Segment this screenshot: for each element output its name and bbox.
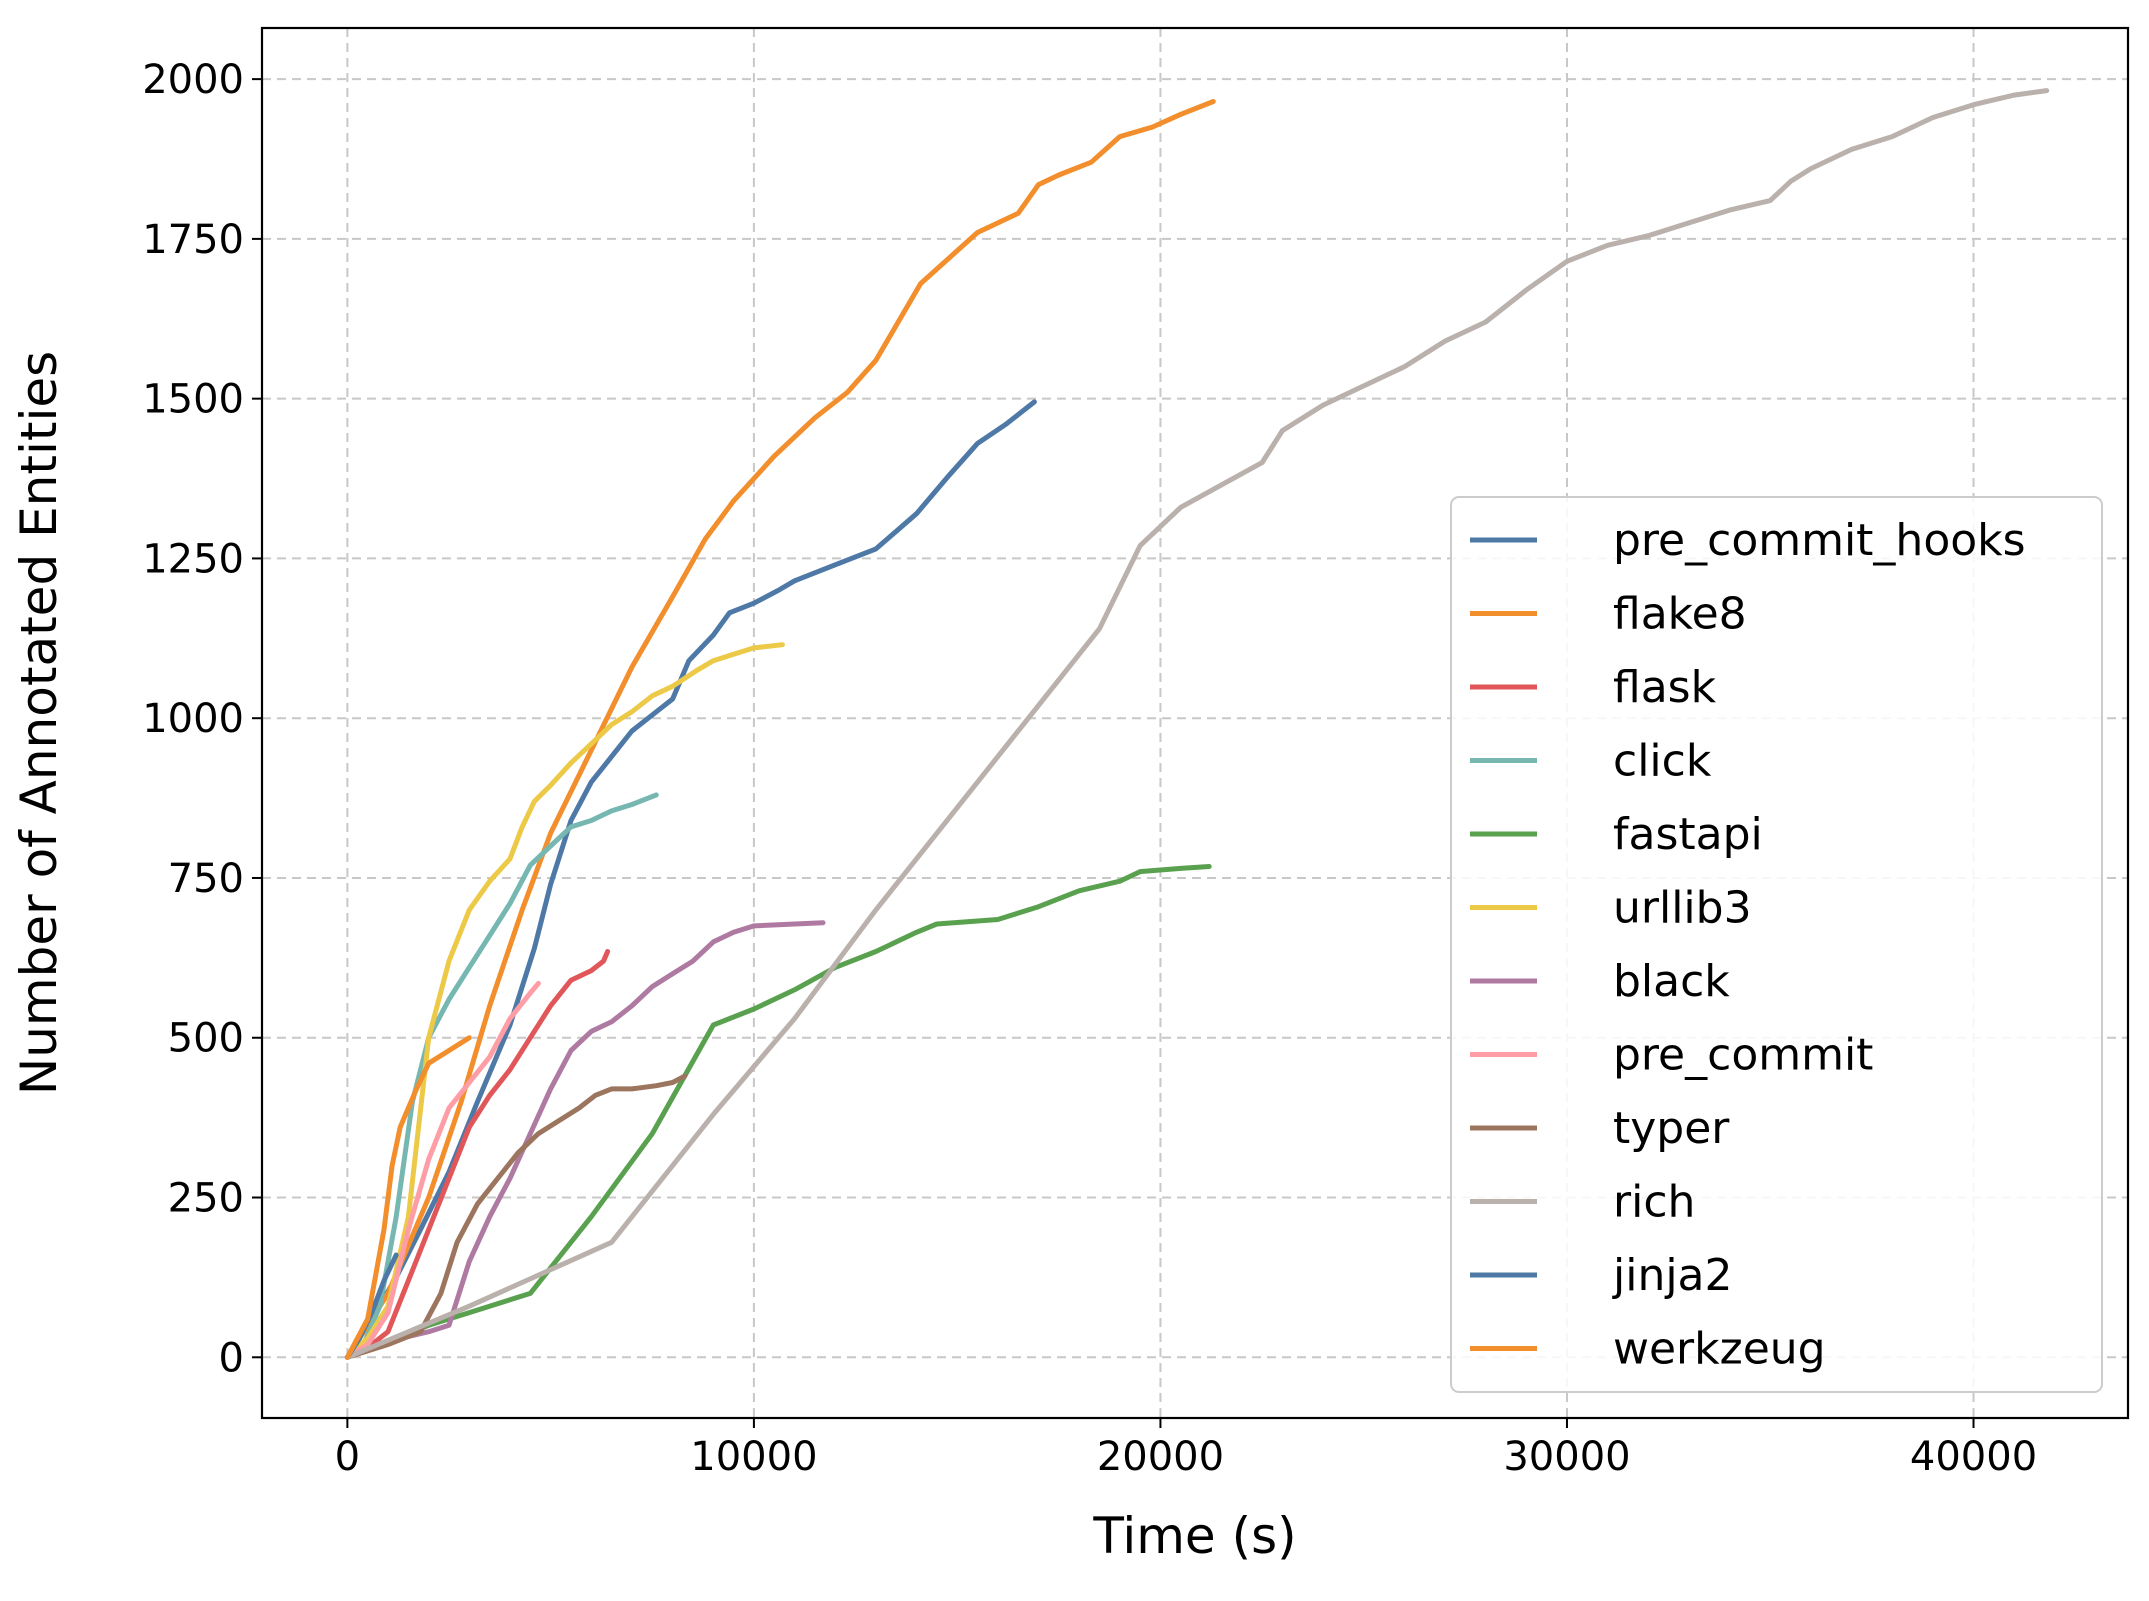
series-line-pre_commit	[344, 980, 541, 1360]
legend-label: flask	[1613, 662, 1717, 713]
legend: pre_commit_hooks flake8 flask click fastapi u…	[1450, 496, 2103, 1393]
y-tick-label: 2000	[142, 57, 244, 103]
x-tick-label: 20000	[1097, 1434, 1224, 1480]
legend-label: click	[1613, 736, 1712, 787]
series-line-typer	[344, 1073, 688, 1360]
series-line-rich	[344, 88, 2050, 1360]
series-line-click	[344, 792, 659, 1360]
series-line-urllib3	[344, 642, 785, 1360]
series-line-fastapi	[344, 864, 1212, 1360]
legend-label: pre_commit_hooks	[1613, 515, 2026, 566]
legend-label: urllib3	[1613, 883, 1752, 934]
legend-label: fastapi	[1613, 809, 1763, 860]
series-line-flake8	[344, 99, 1216, 1360]
legend-label: pre_commit	[1613, 1030, 1873, 1081]
y-tick-label: 1000	[142, 696, 244, 742]
gridlines	[262, 28, 2128, 1418]
y-tick-label: 1500	[142, 377, 244, 423]
y-tick-label: 500	[168, 1016, 244, 1062]
legend-label: jinja2	[1612, 1250, 1733, 1301]
legend-label: black	[1613, 956, 1730, 1007]
series-line-werkzeug	[344, 1035, 472, 1360]
y-tick-label: 1750	[142, 217, 244, 263]
series-lines	[344, 88, 2050, 1360]
y-tick-label: 250	[168, 1176, 244, 1222]
legend-box	[1450, 496, 2103, 1393]
x-tick-label: 40000	[1910, 1434, 2037, 1480]
legend-label: werkzeug	[1613, 1324, 1826, 1375]
series-line-flask	[344, 949, 611, 1360]
x-tick-label: 10000	[690, 1434, 817, 1480]
x-axis-label: Time (s)	[1092, 1507, 1296, 1565]
y-tick-label: 0	[219, 1335, 244, 1381]
y-tick-label: 1250	[142, 536, 244, 582]
legend-label: typer	[1613, 1103, 1730, 1154]
x-tick-label: 30000	[1503, 1434, 1630, 1480]
plot-frame	[260, 26, 2130, 1420]
y-axis-label: Number of Annotated Entities	[10, 351, 68, 1095]
legend-label: rich	[1613, 1177, 1695, 1228]
legend-label: flake8	[1613, 589, 1747, 640]
series-line-black	[344, 920, 826, 1360]
x-tick-label: 0	[335, 1434, 360, 1480]
y-tick-label: 750	[168, 856, 244, 902]
axis-ticks: 0 10000 20000 30000 40000 0 250 500 750 1000 1250 1…	[142, 57, 2037, 1480]
